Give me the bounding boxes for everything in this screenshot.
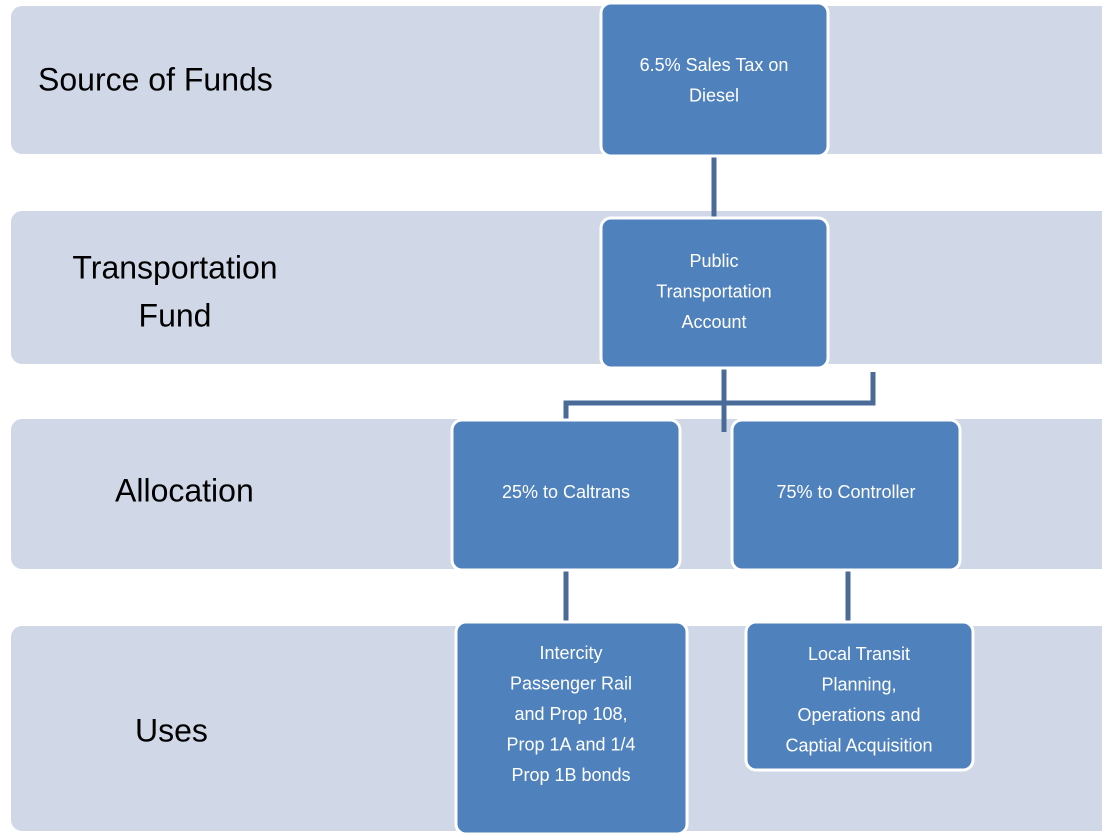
band [9,209,1102,366]
connector [563,372,876,424]
node-label: Prop 1A and 1/4 [506,735,635,755]
node-box [599,216,830,370]
nodes [450,1,975,836]
connectors [563,150,876,624]
band-label: Transportation [72,249,277,285]
node-box [599,1,830,158]
band-label: Source of Funds [38,61,273,97]
band-label: Fund [139,297,212,333]
node-label: 25% to Caltrans [502,482,630,502]
node-label: Local Transit [808,644,910,664]
node-box [450,418,682,572]
band-label: Uses [135,712,208,748]
node-label: Operations and [797,705,920,725]
node-box [454,620,689,836]
node-label: Intercity [539,643,602,663]
node-label: Prop 1B bonds [511,765,630,785]
node-label: Account [681,312,746,332]
node-label: Transportation [656,281,771,301]
node-label: Planning, [821,674,896,694]
node-label: Passenger Rail [510,673,632,693]
node-label: 6.5% Sales Tax on [640,55,789,75]
node-box [730,418,962,572]
node-box [744,620,975,772]
node-label: and Prop 108, [514,704,627,724]
node-label: 75% to Controller [776,482,915,502]
node-label: Public [689,251,738,271]
node-label: Captial Acquisition [785,736,932,756]
node-label: Diesel [689,85,739,105]
band-label: Allocation [115,472,254,508]
